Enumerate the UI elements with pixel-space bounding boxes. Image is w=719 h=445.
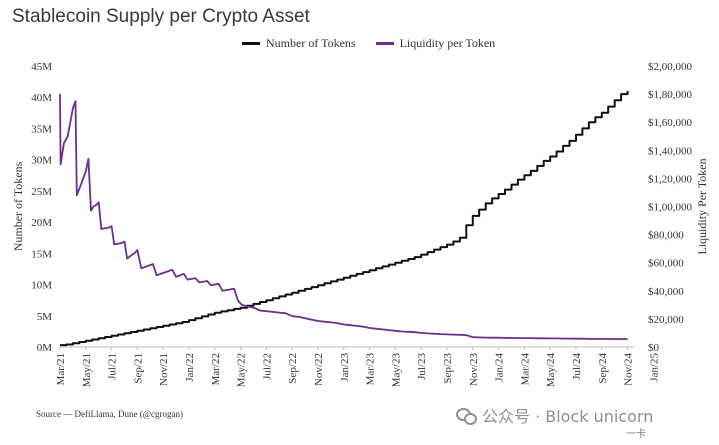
y-right-tick-label: $40,000 [648,286,684,298]
legend-item-tokens: Number of Tokens [242,36,356,51]
x-tick-label: Sep/23 [442,353,454,384]
x-tick-label: Jul/24 [571,353,583,380]
x-tick-label: Jul/23 [416,353,428,380]
x-tick-label: May/21 [81,353,93,387]
x-tick-label: May/22 [236,353,248,387]
x-tick-label: Sep/22 [287,353,299,384]
series-line-tokens [60,91,629,347]
y-left-tick-label: 45M [31,61,52,73]
x-tick-label: May/23 [390,353,402,388]
x-tick-label: May/24 [545,353,557,388]
x-tick-label: Jul/21 [107,353,119,380]
watermark: 公众号 · Block unicorn [456,403,653,427]
x-tick-label: Jan/24 [494,353,506,382]
watermark-brand: 一卡 [626,429,646,440]
y-left-tick-label: 15M [31,248,52,260]
x-tick-label: Nov/22 [313,353,325,386]
y-left-tick-label: 25M [31,186,52,198]
x-tick-label: Jul/22 [261,353,273,380]
legend-label-liquidity: Liquidity per Token [399,36,496,50]
x-tick-label: Jan/23 [339,353,351,382]
x-tick-label: Jan/25 [648,353,660,382]
y-left-tick-label: 40M [31,92,52,104]
legend-label-tokens: Number of Tokens [266,36,356,50]
y-right-tick-label: $60,000 [648,258,684,270]
x-tick-label: Sep/21 [132,353,144,384]
y-right-tick-label: $1,80,000 [648,89,693,101]
x-tick-label: Mar/24 [519,353,531,386]
x-tick-label: Mar/21 [55,353,67,385]
chart-title: Stablecoin Supply per Crypto Asset [12,6,310,27]
y-right-tick-label: $20,000 [648,314,684,326]
y-right-tick-label: $2,00,000 [648,61,693,73]
y-right-tick-label: $1,60,000 [648,117,693,129]
legend-item-liquidity: Liquidity per Token [375,36,496,51]
y-left-tick-label: 0M [37,342,53,354]
x-tick-label: Nov/23 [468,353,480,387]
y-left-tick-label: 20M [31,217,52,229]
y-right-tick-label: $80,000 [648,230,684,242]
legend-swatch-liquidity [375,42,394,45]
series-line-liquidity [59,94,628,340]
y-left-axis-title: Number of Tokens [11,161,25,251]
x-tick-label: Nov/21 [158,353,170,386]
x-tick-label: Mar/23 [365,353,377,386]
x-tick-label: Jan/22 [184,353,196,382]
y-left-tick-label: 30M [31,155,52,167]
x-tick-label: Nov/24 [623,353,635,387]
y-right-tick-label: $1,40,000 [648,145,693,157]
legend-swatch-tokens [242,42,260,45]
wechat-icon [456,407,477,425]
y-right-axis-title: Liquidity Per Token [695,158,709,254]
y-right-tick-label: $1,20,000 [648,173,693,185]
source-note: Source — DefiLlama, Dune (@cgrogan) [36,409,183,419]
y-left-tick-label: 10M [31,280,52,292]
chart-legend: Number of Tokens Liquidity per Token [242,36,495,51]
watermark-text: 公众号 · Block unicorn [482,407,654,426]
x-tick-label: Mar/22 [210,353,222,385]
y-right-tick-label: $1,00,000 [648,202,693,214]
y-left-tick-label: 35M [31,123,52,135]
x-tick-label: Sep/24 [597,353,609,384]
y-left-tick-label: 5M [37,311,53,323]
